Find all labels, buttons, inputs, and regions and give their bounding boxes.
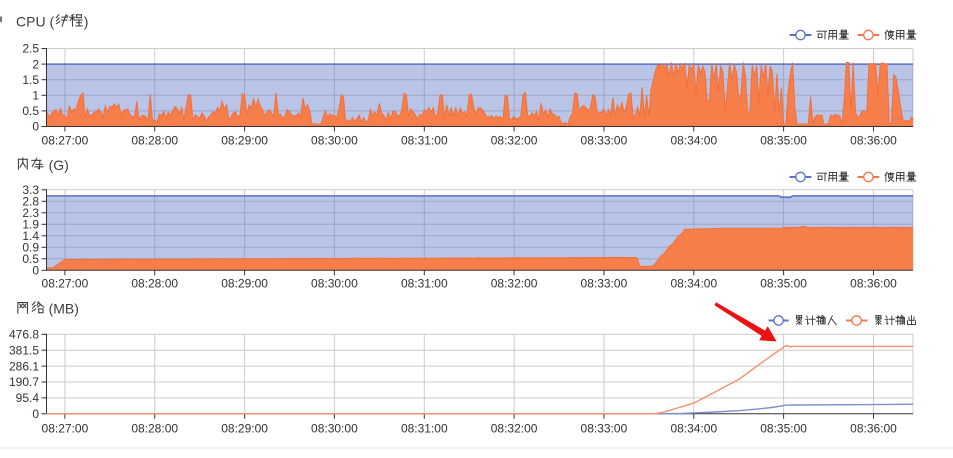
svg-text:08:31:00: 08:31:00 [401,277,448,291]
svg-text:08:35:00: 08:35:00 [760,421,807,435]
svg-text:0.5: 0.5 [22,252,39,266]
svg-text:08:32:00: 08:32:00 [491,421,538,435]
svg-text:1.9: 1.9 [22,218,39,232]
svg-text:08:30:00: 08:30:00 [311,277,358,291]
svg-text:08:28:00: 08:28:00 [131,421,178,435]
svg-text:08:29:00: 08:29:00 [221,133,268,147]
svg-text:0: 0 [32,264,39,278]
svg-text:08:35:00: 08:35:00 [760,277,807,291]
svg-text:08:29:00: 08:29:00 [221,421,268,435]
svg-text:1.5: 1.5 [22,73,39,87]
svg-text:08:27:00: 08:27:00 [42,421,89,435]
svg-text:08:27:00: 08:27:00 [42,277,89,291]
svg-text:08:33:00: 08:33:00 [581,133,628,147]
svg-text:0.9: 0.9 [22,241,39,255]
svg-text:(MB): (MB) [49,301,79,317]
svg-text:08:35:00: 08:35:00 [760,133,807,147]
svg-text:08:32:00: 08:32:00 [491,277,538,291]
svg-text:08:32:00: 08:32:00 [491,133,538,147]
svg-text:0: 0 [32,407,39,421]
svg-text:190.7: 190.7 [9,375,39,389]
svg-text:0: 0 [32,120,39,134]
svg-text:08:36:00: 08:36:00 [850,277,897,291]
svg-text:08:30:00: 08:30:00 [311,133,358,147]
svg-text:08:33:00: 08:33:00 [581,421,628,435]
svg-text:381.5: 381.5 [9,343,39,357]
svg-text:CPU (: CPU ( [16,13,54,29]
svg-text:3.3: 3.3 [22,183,39,197]
svg-text:): ) [84,13,89,29]
svg-text:2.5: 2.5 [22,42,39,56]
svg-text:08:27:00: 08:27:00 [42,133,89,147]
svg-text:08:31:00: 08:31:00 [401,133,448,147]
svg-text:2.3: 2.3 [22,206,39,220]
svg-text:08:28:00: 08:28:00 [131,277,178,291]
svg-text:08:33:00: 08:33:00 [581,277,628,291]
svg-text:286.1: 286.1 [9,359,39,373]
svg-text:08:36:00: 08:36:00 [850,133,897,147]
svg-text:(G): (G) [49,157,69,173]
svg-text:08:28:00: 08:28:00 [131,133,178,147]
svg-text:08:29:00: 08:29:00 [221,277,268,291]
svg-text:08:36:00: 08:36:00 [850,421,897,435]
svg-text:1.4: 1.4 [22,229,39,243]
svg-text:2.8: 2.8 [22,195,39,209]
svg-text:476.8: 476.8 [9,328,39,342]
svg-text:95.4: 95.4 [16,391,40,405]
svg-text:08:34:00: 08:34:00 [670,421,717,435]
svg-text:1: 1 [32,89,39,103]
svg-text:08:34:00: 08:34:00 [670,277,717,291]
svg-text:08:31:00: 08:31:00 [401,421,448,435]
svg-text:2: 2 [32,57,39,71]
svg-text:0.5: 0.5 [22,104,39,118]
svg-text:08:34:00: 08:34:00 [670,133,717,147]
svg-text:08:30:00: 08:30:00 [311,421,358,435]
